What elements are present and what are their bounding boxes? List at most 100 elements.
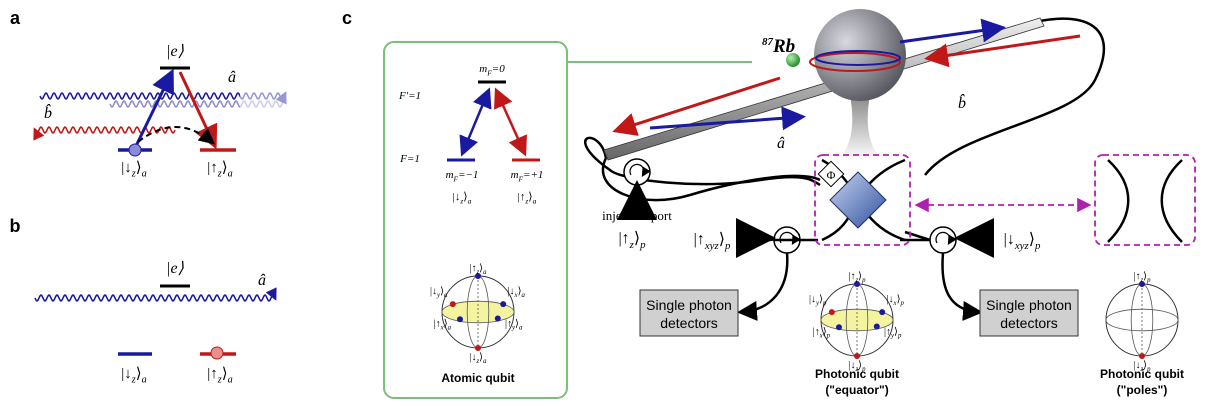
label-part: |↓ xyxy=(121,160,132,176)
panel-label: c xyxy=(342,8,352,28)
qubit-title: Photonic qubit xyxy=(815,367,899,381)
label-part: |↑ xyxy=(470,263,477,274)
bloch-state: |↓y⟩a xyxy=(430,286,448,299)
injection-label: injection port xyxy=(602,208,672,223)
fade-box xyxy=(240,86,288,112)
phase-label: Φ xyxy=(827,168,836,182)
mode-a: â xyxy=(258,272,266,289)
atom xyxy=(129,144,141,156)
bloch-point xyxy=(836,324,842,330)
label-part: p xyxy=(826,332,831,339)
magenta-box xyxy=(1095,155,1195,245)
excited-state: |e⟩ xyxy=(166,260,185,277)
label-part: |↑ xyxy=(813,326,820,337)
atom xyxy=(211,347,223,359)
qubit-title: Atomic qubit xyxy=(441,371,514,385)
mode-a: â xyxy=(228,69,236,86)
label-part: a xyxy=(468,196,472,205)
raman-arc xyxy=(138,127,212,142)
bloch-state: |↑z⟩p xyxy=(849,271,867,284)
label-part: =0 xyxy=(492,63,505,75)
label-part: |↑ xyxy=(694,231,705,248)
label-part: |↓ xyxy=(887,294,894,305)
label-part: p xyxy=(639,239,646,251)
label-part: p xyxy=(861,277,866,284)
beam-splitter xyxy=(830,172,886,228)
label-part: a xyxy=(228,169,233,180)
state-down: |↓z⟩a xyxy=(121,366,146,386)
label-part: |↓ xyxy=(453,191,461,203)
panel-label: a xyxy=(10,8,21,28)
label-part: p xyxy=(899,300,904,307)
label-part: |↓ xyxy=(121,366,132,382)
label-part: m xyxy=(446,169,454,181)
detector-label: Single photon xyxy=(646,297,732,313)
label-part: |↓ xyxy=(508,286,515,297)
zeeman-label: mF=0 xyxy=(479,63,505,77)
coupler-fiber xyxy=(1108,160,1182,242)
label-part: |↑ xyxy=(1134,271,1141,282)
qubit-title: Photonic qubit xyxy=(1100,367,1184,381)
label-part: |↓ xyxy=(470,352,477,363)
label-part: p xyxy=(1146,277,1151,284)
detector-fiber xyxy=(742,253,787,312)
zeeman-label: mF=−1 xyxy=(446,169,479,183)
detector-fiber xyxy=(942,253,978,312)
label-part: |↑ xyxy=(505,318,512,329)
qubit-title: ("equator") xyxy=(825,383,888,397)
atom-label: 87Rb xyxy=(762,36,795,57)
bloch-point xyxy=(879,309,885,315)
mode-b: b̂ xyxy=(44,103,52,122)
excited-state: |e⟩ xyxy=(166,43,185,60)
state-down: |↓z⟩a xyxy=(121,160,146,180)
qubit-title: ("poles") xyxy=(1117,383,1168,397)
label-part: p xyxy=(822,300,827,307)
bloch-point xyxy=(829,309,835,315)
label-part: a xyxy=(142,169,147,180)
injection-state: |↑z⟩p xyxy=(618,230,646,251)
transition-arrow xyxy=(463,92,488,152)
label-part: a xyxy=(533,196,537,205)
level-label: F′=1 xyxy=(398,90,421,102)
panel-label: b xyxy=(10,216,21,236)
label-part: |↓ xyxy=(1004,231,1015,248)
label-part: a xyxy=(448,324,452,331)
label-part: |↑ xyxy=(207,366,218,382)
label-part: p xyxy=(897,332,902,339)
label-part: a xyxy=(444,292,448,299)
transition-arrow xyxy=(497,92,524,152)
circulator xyxy=(930,227,956,253)
level-label: F=1 xyxy=(399,153,420,165)
detector-label: Single photon xyxy=(986,297,1072,313)
label-part: xyz xyxy=(1014,240,1030,252)
transition-arrow xyxy=(136,74,171,146)
bloch-state: |↑z⟩a xyxy=(470,263,488,276)
label-part: p xyxy=(1034,240,1041,252)
scattered-wave xyxy=(35,127,175,133)
label-part: a xyxy=(483,269,487,276)
label-part: a xyxy=(228,375,233,386)
mode-b: b̂ xyxy=(958,93,966,112)
input-state: |↑xyz⟩p xyxy=(694,231,731,252)
label-part: Rb xyxy=(772,36,795,57)
label-part: m xyxy=(479,63,487,75)
state-down: |↓z⟩a xyxy=(453,191,472,205)
label-part: a xyxy=(142,375,147,386)
label-part: m xyxy=(511,169,519,181)
bloch-state: |↓y⟩p xyxy=(809,294,827,307)
label-part: =−1 xyxy=(458,169,478,181)
label-part: |↓ xyxy=(809,294,816,305)
label-part: 87 xyxy=(762,36,774,48)
label-part: |↑ xyxy=(884,326,891,337)
label-part: |↑ xyxy=(207,160,218,176)
bloch-point xyxy=(457,316,463,322)
label-part: a xyxy=(483,358,487,365)
probe-wave xyxy=(35,295,275,301)
state-up: |↑z⟩a xyxy=(518,191,537,205)
label-part: |↑ xyxy=(618,230,629,247)
bloch-point xyxy=(500,301,506,307)
figure: a |e⟩ â b̂ |↓z⟩a |↑z⟩a b |e⟩ â |↓z⟩a |↑z⟩a c F′=1 F=1… xyxy=(0,0,1206,406)
detector-label: detectors xyxy=(1000,315,1058,331)
bloch-point xyxy=(874,323,880,329)
label-part: xyz xyxy=(704,240,720,252)
